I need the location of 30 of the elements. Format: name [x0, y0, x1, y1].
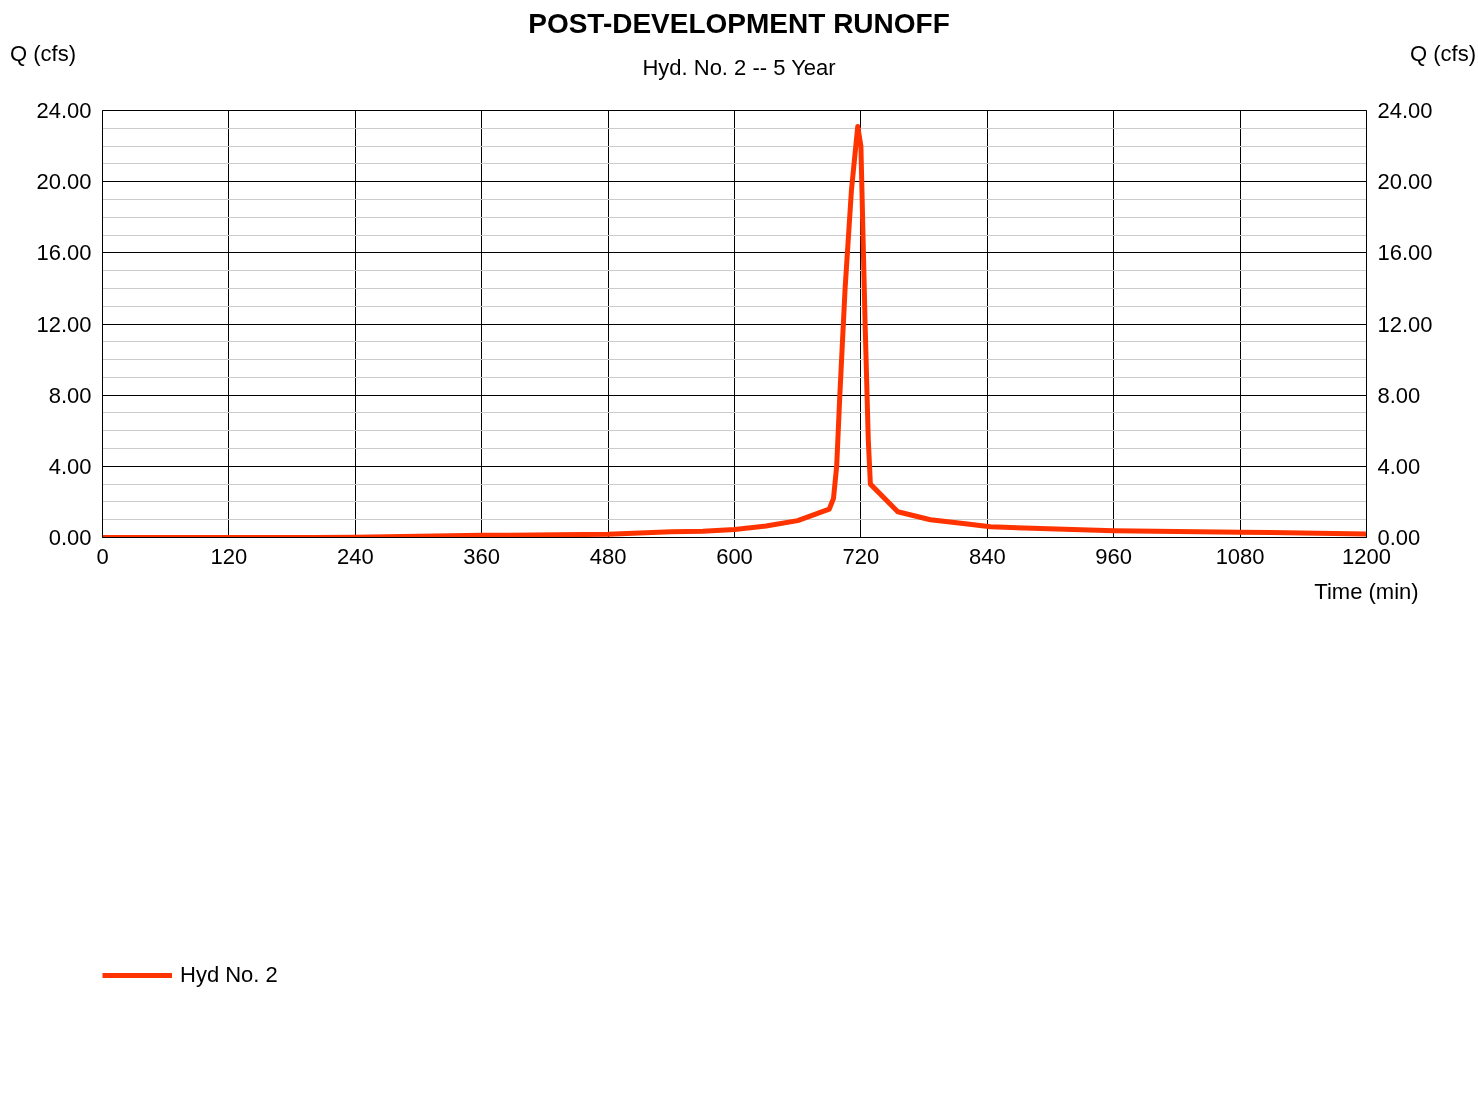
- x-axis-title: Time (min): [1314, 578, 1419, 604]
- y2-tick-label: 24.00: [1377, 98, 1433, 123]
- y2-tick-label: 12.00: [1377, 311, 1433, 337]
- x-tick-label: 360: [463, 543, 501, 569]
- x-tick-label: 480: [589, 543, 627, 569]
- x-tick-label: 1080: [1215, 543, 1265, 569]
- y-axis-title: Q (cfs): [10, 40, 76, 68]
- y-tick-label: 12.00: [36, 311, 92, 337]
- y-tick-label: 4.00: [48, 453, 92, 479]
- y2-tick-label: 20.00: [1377, 169, 1433, 195]
- x-tick-label: 240: [336, 543, 374, 569]
- y-tick-label: 16.00: [36, 240, 92, 266]
- y2-axis-title: Q (cfs): [1410, 40, 1476, 68]
- y2-tick-label: 4.00: [1377, 453, 1421, 479]
- x-tick-label: 720: [842, 543, 880, 569]
- chart-title: POST-DEVELOPMENT RUNOFF: [528, 8, 950, 39]
- x-tick-label: 600: [716, 543, 753, 569]
- legend-label: Hyd No. 2: [180, 961, 278, 988]
- chart-subtitle: Hyd. No. 2 -- 5 Year: [642, 55, 836, 80]
- x-tick-label: 0: [96, 543, 109, 569]
- x-tick-label: 120: [210, 543, 248, 569]
- x-tick-label: 840: [968, 543, 1006, 569]
- y2-tick-label: 0.00: [1377, 525, 1421, 550]
- y2-tick-label: 8.00: [1377, 382, 1421, 408]
- y-tick-label: 20.00: [36, 169, 92, 195]
- y-tick-label: 24.00: [36, 98, 92, 123]
- x-tick-label: 960: [1095, 543, 1133, 569]
- y2-tick-label: 16.00: [1377, 240, 1433, 266]
- y-tick-label: 8.00: [48, 382, 92, 408]
- y-tick-label: 0.00: [48, 525, 92, 550]
